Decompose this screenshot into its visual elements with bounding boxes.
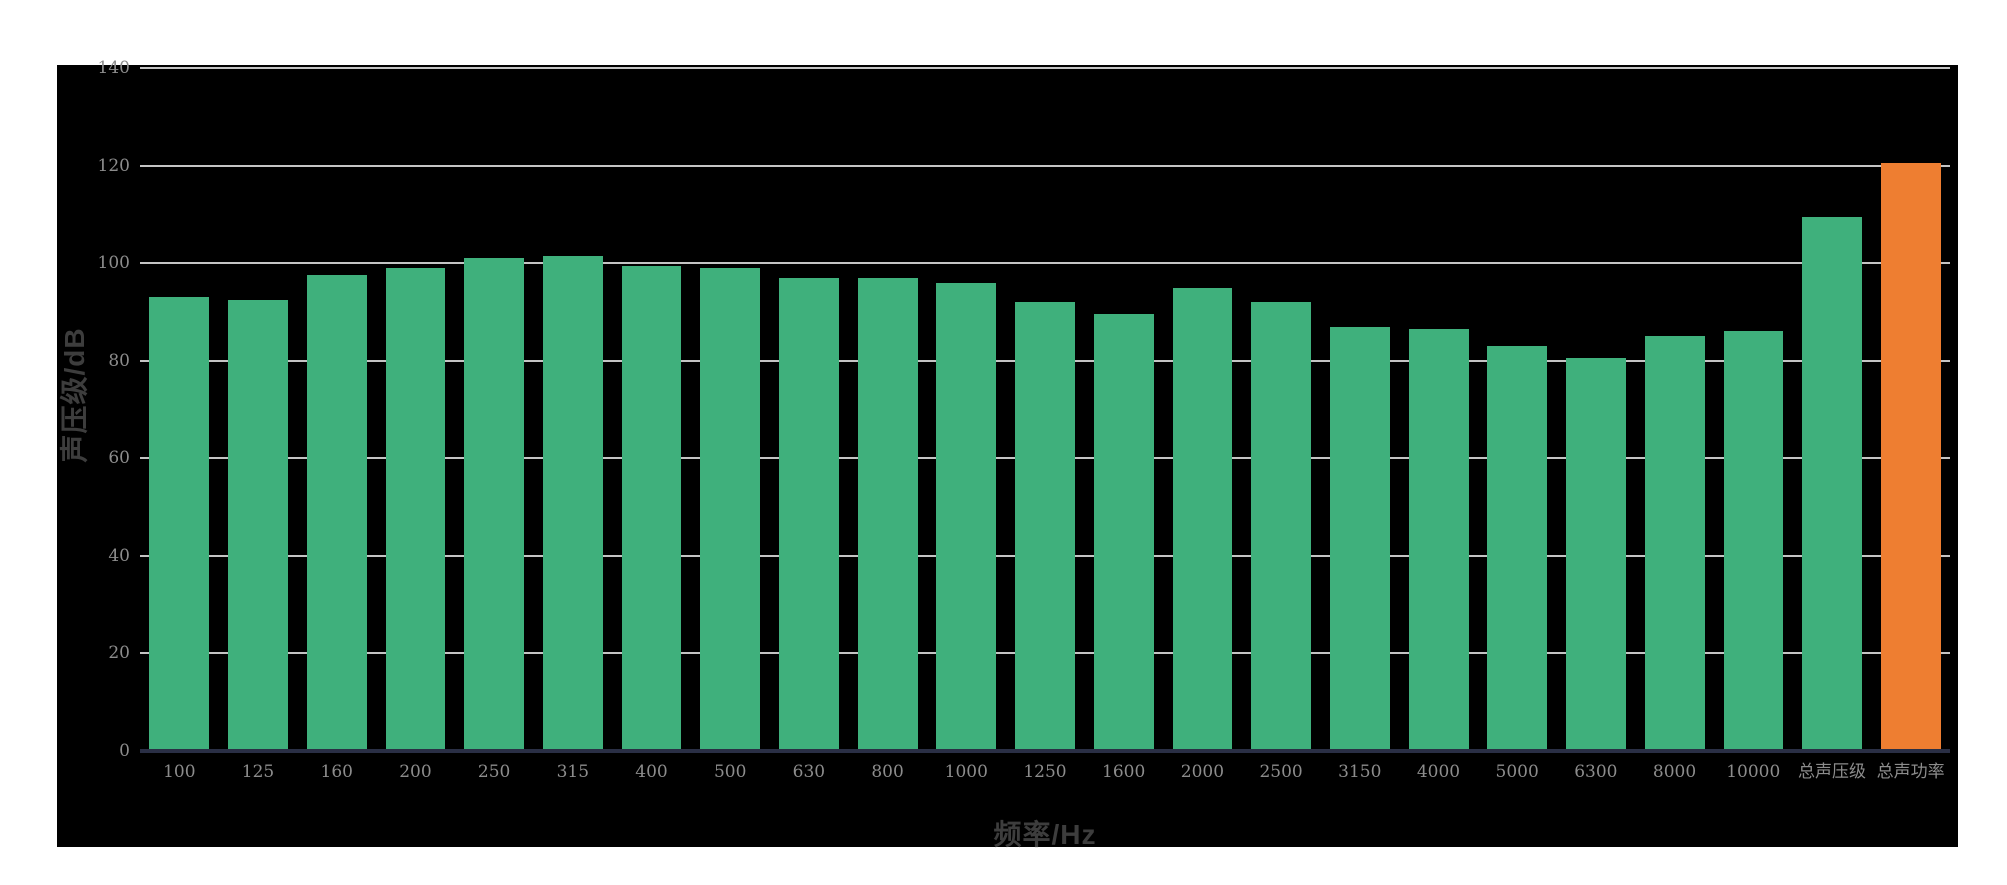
bar-800 (857, 277, 918, 751)
bar-400 (621, 265, 682, 751)
x-tick-label: 6300 (1574, 762, 1618, 782)
bar-slot (1006, 68, 1085, 751)
x-tick-label: 4000 (1416, 762, 1461, 782)
x-axis-line (140, 749, 1950, 753)
x-tick-label: 总声压级 (1797, 762, 1866, 782)
y-tick-label: 80 (108, 350, 130, 371)
gridline-100 (140, 262, 1950, 265)
bar-slot (219, 68, 298, 751)
x-tick-label: 8000 (1652, 762, 1697, 782)
y-tick-label: 60 (108, 448, 130, 469)
bar-总声压级 (1802, 216, 1863, 751)
x-tick-label: 500 (713, 762, 747, 782)
bar-slot (1399, 68, 1478, 751)
bar-slot (770, 68, 849, 751)
bar-slot (927, 68, 1006, 751)
bar-slot (534, 68, 613, 751)
x-tick-label: 2000 (1180, 762, 1225, 782)
bar-slot (691, 68, 770, 751)
x-tick-label: 总声功率 (1876, 762, 1945, 782)
x-tick-label: 1250 (1023, 762, 1067, 782)
x-axis-title: 频率/Hz (993, 819, 1097, 850)
bar-10000 (1723, 331, 1784, 751)
bar-1000 (936, 282, 997, 751)
bar-315 (542, 255, 603, 751)
bar-slot (1714, 68, 1793, 751)
y-tick-label: 0 (119, 741, 130, 761)
plot-area (140, 67, 1950, 753)
bar-slot (455, 68, 534, 751)
x-tick-label: 2500 (1259, 762, 1303, 782)
bar-1600 (1093, 314, 1154, 751)
bar-series (140, 68, 1950, 751)
gridline-140 (140, 67, 1950, 69)
x-tick-label: 630 (792, 762, 826, 782)
bar-slot (1871, 68, 1950, 751)
bar-slot (1793, 68, 1872, 751)
bar-slot (140, 68, 219, 751)
bar-1250 (1015, 302, 1075, 751)
bar-200 (385, 268, 446, 751)
x-tick-label: 125 (241, 762, 275, 782)
x-tick-label: 400 (635, 762, 668, 782)
bar-slot (1557, 68, 1636, 751)
bar-500 (700, 268, 761, 751)
x-tick-label: 800 (871, 762, 904, 782)
bar-3150 (1329, 326, 1390, 751)
x-tick-label: 1000 (944, 762, 988, 782)
bar-630 (779, 277, 839, 751)
x-tick-label: 250 (477, 762, 511, 782)
bar-8000 (1644, 336, 1705, 751)
bar-slot (1635, 68, 1714, 751)
bar-总声功率 (1880, 163, 1941, 751)
bar-slot (848, 68, 927, 751)
x-tick-label: 100 (163, 762, 196, 782)
bar-4000 (1408, 329, 1469, 751)
bar-250 (464, 258, 525, 751)
x-tick-label: 160 (320, 762, 353, 782)
bar-slot (612, 68, 691, 751)
bar-slot (1084, 68, 1163, 751)
y-tick-label: 140 (97, 58, 130, 78)
x-tick-label: 1600 (1102, 762, 1146, 782)
bar-2000 (1172, 287, 1233, 751)
chart-panel: 声压级/dB 0 20 40 60 80 100 120 140 100 125 160 200 25… (57, 58, 1958, 850)
bar-6300 (1566, 358, 1626, 751)
bar-5000 (1487, 346, 1548, 751)
x-tick-label: 3150 (1338, 762, 1382, 782)
bar-slot (1478, 68, 1557, 751)
bar-100 (149, 297, 210, 751)
y-tick-label: 120 (97, 155, 130, 176)
x-tick-label: 200 (399, 762, 432, 782)
bar-slot (1163, 68, 1242, 751)
gridline-120 (140, 164, 1950, 167)
bar-125 (228, 299, 288, 751)
y-tick-label: 20 (108, 643, 130, 664)
y-tick-label: 100 (97, 253, 130, 274)
bar-slot (1242, 68, 1321, 751)
bar-2500 (1251, 302, 1312, 751)
x-tick-label: 10000 (1726, 762, 1781, 782)
bar-slot (376, 68, 455, 751)
bar-slot (297, 68, 376, 751)
x-tick-label: 315 (556, 762, 590, 782)
bar-160 (306, 275, 367, 751)
y-tick-label: 40 (108, 545, 130, 566)
x-tick-label: 5000 (1495, 762, 1539, 782)
y-axis-title: 声压级/dB (59, 327, 90, 463)
bar-slot (1321, 68, 1400, 751)
